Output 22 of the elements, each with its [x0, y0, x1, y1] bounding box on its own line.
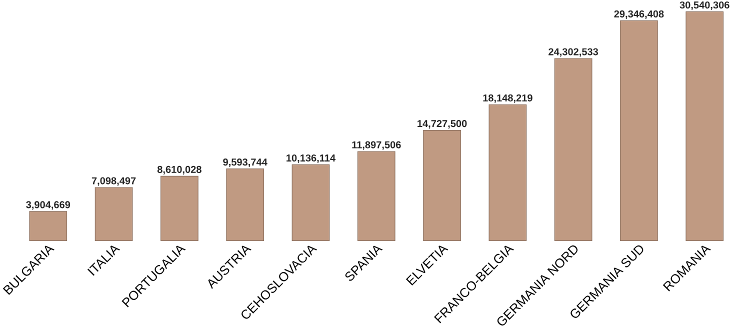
bar: [686, 12, 724, 242]
data-label: 24,302,533: [548, 48, 598, 57]
bar: [29, 211, 68, 242]
data-label: 8,610,028: [157, 166, 202, 175]
bar: [292, 164, 330, 242]
data-label: 10,136,114: [286, 154, 336, 164]
data-label: 14,727,500: [418, 120, 467, 129]
data-label: 3,904,669: [26, 201, 70, 210]
bar: [357, 151, 396, 242]
bar: [554, 58, 592, 242]
data-label: 11,897,506: [352, 141, 401, 150]
bar: [488, 104, 527, 242]
data-label: 18,148,219: [483, 94, 532, 104]
bar: [620, 20, 658, 242]
data-label: 29,346,408: [614, 10, 664, 20]
bar: [160, 176, 198, 242]
bar: [226, 168, 264, 242]
data-label: 30,540,306: [680, 2, 730, 10]
bar: [94, 187, 133, 242]
bar: [423, 130, 461, 242]
data-label: 7,098,497: [92, 177, 136, 186]
data-label: 9,593,744: [223, 158, 268, 168]
